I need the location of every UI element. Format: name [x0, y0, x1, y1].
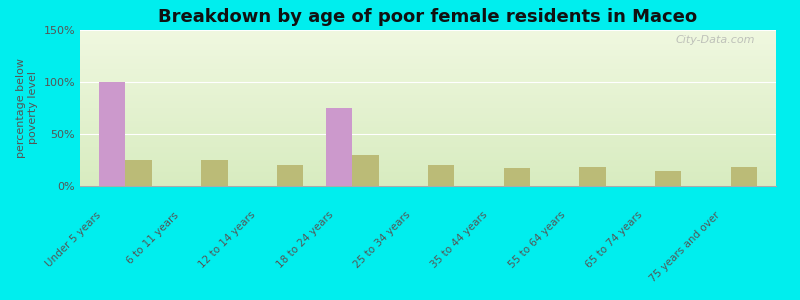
Text: 12 to 14 years: 12 to 14 years: [198, 210, 258, 271]
Text: 65 to 74 years: 65 to 74 years: [584, 210, 645, 271]
Bar: [730, 167, 757, 186]
Y-axis label: percentage below
poverty level: percentage below poverty level: [16, 58, 38, 158]
Bar: [579, 167, 606, 186]
Text: 25 to 34 years: 25 to 34 years: [352, 210, 413, 271]
Text: Under 5 years: Under 5 years: [44, 210, 103, 269]
Bar: [428, 165, 454, 186]
Bar: [201, 160, 227, 186]
Bar: [352, 155, 379, 186]
Bar: [99, 82, 126, 186]
Bar: [326, 108, 352, 186]
Text: City-Data.com: City-Data.com: [676, 35, 755, 45]
Text: 75 years and over: 75 years and over: [648, 210, 722, 284]
Bar: [655, 171, 682, 186]
Title: Breakdown by age of poor female residents in Maceo: Breakdown by age of poor female resident…: [158, 8, 698, 26]
Text: 6 to 11 years: 6 to 11 years: [125, 210, 181, 266]
Text: 35 to 44 years: 35 to 44 years: [430, 210, 490, 271]
Bar: [277, 165, 303, 186]
Bar: [126, 160, 152, 186]
Bar: [504, 168, 530, 186]
Text: 18 to 24 years: 18 to 24 years: [274, 210, 335, 271]
Text: 55 to 64 years: 55 to 64 years: [506, 210, 567, 271]
